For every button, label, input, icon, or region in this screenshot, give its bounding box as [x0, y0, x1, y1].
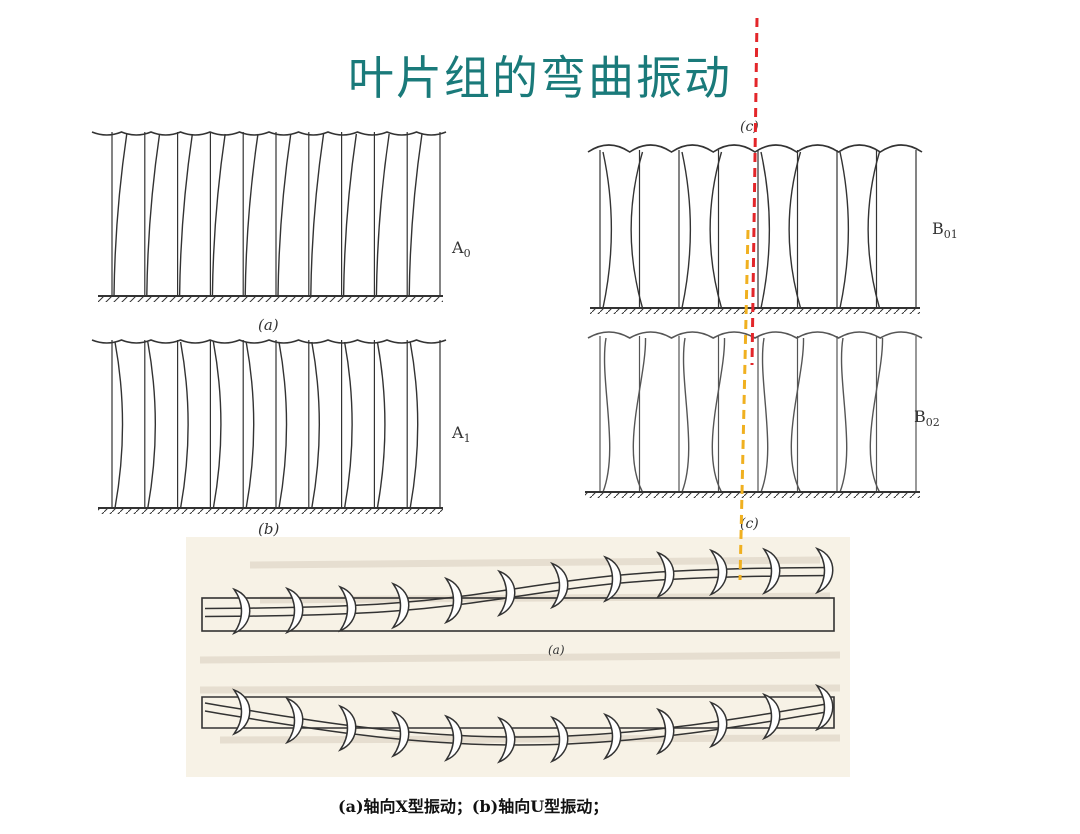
b02-shroud	[587, 331, 923, 339]
axial-sub-caption: (a)	[548, 643, 565, 657]
blade-curved	[681, 151, 692, 309]
x-type-platform	[201, 597, 835, 632]
blade-curved	[681, 337, 690, 493]
axial-blade	[284, 586, 304, 635]
b02-base-hatch	[585, 492, 920, 498]
u-type-wire-top	[204, 702, 833, 738]
blade-curved	[212, 341, 222, 509]
blade-curved	[788, 151, 802, 309]
blade-curved	[375, 133, 390, 297]
b01-base-hatch	[590, 308, 920, 314]
blade-curved	[630, 151, 644, 309]
axial-blade	[602, 712, 622, 761]
axial-blade	[708, 548, 728, 597]
blade-curved	[869, 337, 884, 493]
a0-base-hatch	[98, 296, 443, 302]
axial-blade	[549, 561, 569, 610]
x-type-blades	[231, 547, 834, 635]
blade-curved	[602, 337, 611, 493]
blade-curved	[790, 337, 805, 493]
blade-curved	[277, 133, 292, 297]
a0-sub-caption: (a)	[258, 316, 279, 334]
a0-blades	[111, 132, 441, 297]
blade-curved	[146, 133, 161, 297]
x-type-wire-top	[204, 566, 833, 610]
blade-curved	[867, 151, 881, 309]
blade-curved	[409, 341, 419, 509]
axial-blade	[708, 700, 728, 749]
blade-curved	[760, 151, 771, 309]
blade-curved	[178, 133, 194, 297]
blade-curved	[760, 337, 769, 493]
blade-curved	[839, 151, 850, 309]
a1-mode-label: A1	[451, 423, 471, 445]
slide-title: 叶片组的弯曲振动	[348, 51, 732, 105]
blade-curved	[376, 341, 386, 509]
axial-blade	[814, 683, 834, 732]
u-type-wire-bottom	[204, 710, 833, 746]
axial-blade	[443, 576, 463, 625]
blade-curved	[709, 151, 723, 309]
axial-blade	[390, 710, 410, 758]
b02-mode-label: B02	[914, 407, 940, 429]
blade-curved	[113, 133, 128, 297]
axial-blade	[496, 716, 516, 764]
a0-shroud	[91, 131, 447, 136]
blade-curved	[839, 337, 848, 493]
axial-blade	[814, 547, 834, 595]
a1-base-hatch	[98, 508, 443, 514]
axial-blade	[761, 692, 781, 741]
x-type-wire-bottom	[204, 574, 833, 618]
panel-a1: A1 (b)	[91, 339, 471, 538]
axial-blade	[761, 547, 781, 595]
blade-curved	[632, 337, 647, 493]
blade-curved	[114, 341, 124, 509]
blade-curved	[408, 133, 423, 297]
axial-blade	[231, 688, 251, 736]
a1-blades	[111, 340, 441, 509]
a1-shroud	[91, 339, 447, 344]
axial-blade	[337, 585, 357, 633]
b01-shroud	[587, 144, 923, 153]
axial-blade	[231, 587, 251, 635]
blade-curved	[244, 133, 259, 297]
a1-sub-caption: (b)	[258, 520, 279, 538]
u-type-blades	[231, 683, 834, 764]
axial-blade	[655, 707, 675, 756]
a0-mode-label: A0	[451, 238, 471, 260]
axial-blade	[443, 714, 463, 762]
axial-blade	[284, 696, 304, 745]
blade-curved	[245, 341, 255, 509]
axial-blade	[496, 569, 516, 617]
blade-curved	[179, 341, 189, 509]
axial-vibration-panel: (a)	[186, 537, 850, 777]
b02-sub-caption: (c)	[740, 516, 759, 532]
axial-blade	[602, 555, 622, 603]
blade-curved	[310, 133, 325, 297]
blade-curved	[711, 337, 726, 493]
blade-curved	[147, 341, 156, 509]
blade-curved	[211, 133, 226, 297]
panel-a0: A0 (a)	[91, 131, 471, 334]
blade-curved	[602, 151, 613, 309]
axial-blade	[655, 551, 675, 599]
u-type-platform	[201, 696, 835, 729]
b01-blades	[599, 150, 917, 309]
panel-b01: B01 (c)	[587, 119, 958, 314]
panel-b02: B02 (c)	[585, 331, 940, 532]
blade-curved	[278, 341, 288, 509]
axial-blade	[390, 582, 410, 630]
b02-blades	[599, 336, 917, 493]
blade-curved	[311, 341, 320, 509]
blade-curved	[342, 133, 358, 297]
orange-dashed-line	[738, 229, 750, 581]
axial-caption: (a)轴向X型振动；(b)轴向U型振动；	[338, 797, 608, 816]
red-dashed-line	[750, 17, 759, 366]
b01-mode-label: B01	[932, 219, 958, 241]
axial-blade	[337, 704, 357, 752]
blade-curved	[343, 341, 353, 509]
axial-blade	[549, 715, 569, 763]
